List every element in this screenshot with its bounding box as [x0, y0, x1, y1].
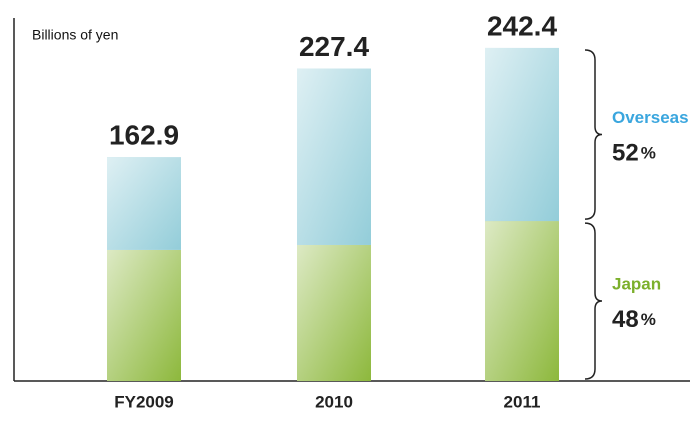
- bar-shine: [485, 221, 559, 381]
- x-tick-label: FY2009: [114, 392, 174, 411]
- total-label: 162.9: [109, 120, 179, 151]
- bar-shine: [297, 68, 371, 245]
- y-axis-label: Billions of yen: [32, 27, 118, 43]
- share-label: 48%: [612, 306, 656, 333]
- x-tick-label: 2011: [504, 392, 541, 411]
- share-label: 52%: [612, 140, 656, 167]
- bar-shine: [485, 47, 559, 222]
- bar-shine: [297, 244, 371, 381]
- brace: [584, 49, 603, 220]
- series-name: Japan: [612, 275, 661, 294]
- brace: [584, 222, 603, 380]
- total-label: 242.4: [487, 10, 557, 41]
- total-label: 227.4: [299, 31, 369, 62]
- bar-shine: [107, 249, 181, 381]
- bar-shine: [107, 157, 181, 250]
- x-tick-label: 2010: [315, 392, 353, 411]
- series-name: Overseas: [612, 108, 689, 127]
